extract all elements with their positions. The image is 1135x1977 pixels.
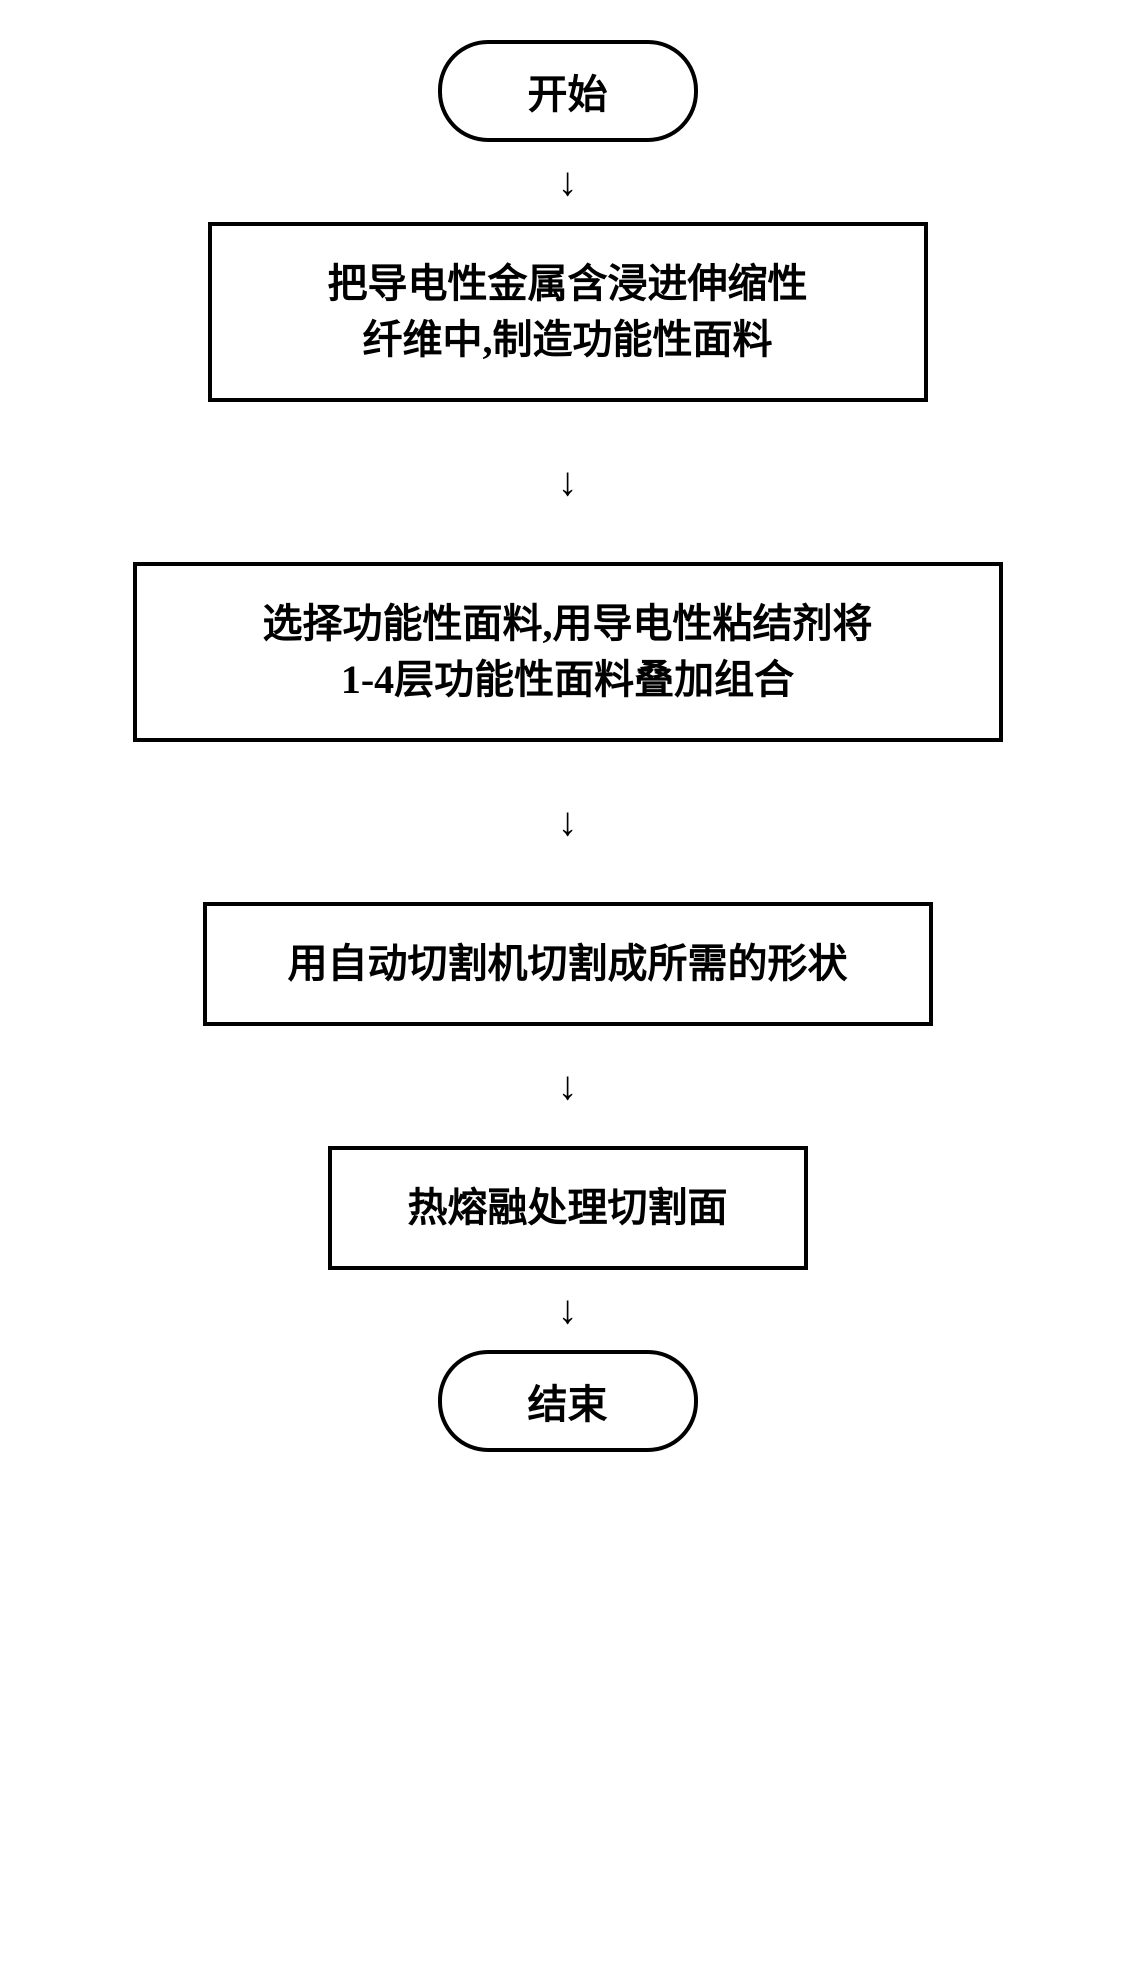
arrow-icon: ↓	[558, 1066, 578, 1106]
process-line: 1-4层功能性面料叠加组合	[341, 657, 794, 702]
process-step-2: 选择功能性面料,用导电性粘结剂将 1-4层功能性面料叠加组合	[133, 562, 1003, 742]
arrow-icon: ↓	[558, 1290, 578, 1330]
end-node: 结束	[438, 1350, 698, 1452]
arrow-icon: ↓	[558, 162, 578, 202]
start-node: 开始	[438, 40, 698, 142]
process-line: 把导电性金属含浸进伸缩性	[328, 261, 808, 306]
process-step-4: 热熔融处理切割面	[328, 1146, 808, 1270]
end-label: 结束	[528, 1382, 608, 1427]
flowchart-container: 开始 ↓ 把导电性金属含浸进伸缩性 纤维中,制造功能性面料 ↓ 选择功能性面料,…	[68, 40, 1068, 1452]
process-step-1: 把导电性金属含浸进伸缩性 纤维中,制造功能性面料	[208, 222, 928, 402]
start-label: 开始	[528, 72, 608, 117]
arrow-icon: ↓	[558, 802, 578, 842]
process-label: 热熔融处理切割面	[408, 1185, 728, 1230]
arrow-icon: ↓	[558, 462, 578, 502]
process-step-3: 用自动切割机切割成所需的形状	[203, 902, 933, 1026]
process-line: 选择功能性面料,用导电性粘结剂将	[263, 601, 873, 646]
process-label: 用自动切割机切割成所需的形状	[288, 941, 848, 986]
process-line: 纤维中,制造功能性面料	[363, 317, 773, 362]
